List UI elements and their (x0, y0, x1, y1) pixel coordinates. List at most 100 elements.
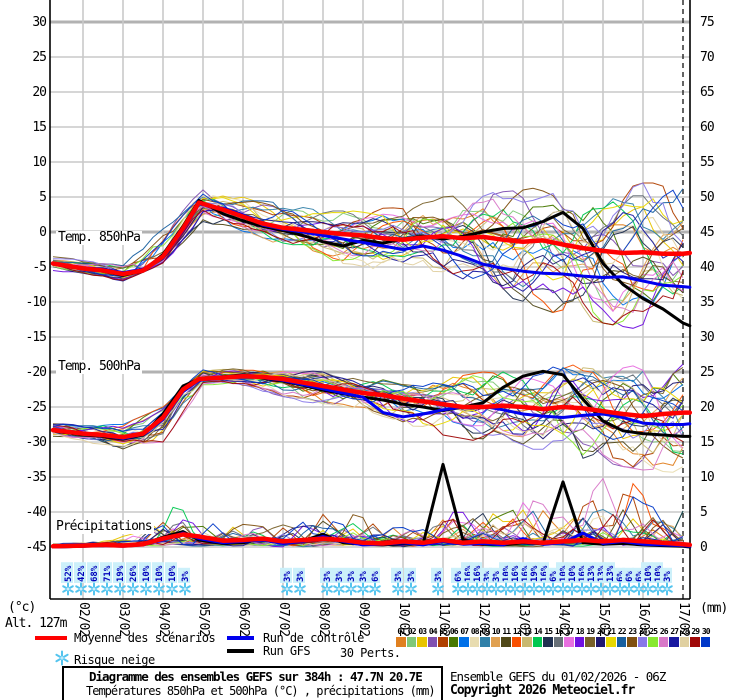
pert-number: 07 (460, 627, 469, 636)
snow-pct-highlight (280, 567, 292, 583)
snow-pct-label: 3% (283, 571, 293, 582)
pert-number: 09 (481, 627, 490, 636)
panel-label-850: Temp. 850hPa (56, 230, 142, 245)
date-label: 11/02 (436, 602, 451, 636)
snow-pct-highlight (546, 567, 558, 583)
snow-pct-label: 10% (654, 565, 664, 582)
pert-number: 10 (491, 627, 501, 636)
snow-pct-label: 6% (454, 571, 464, 582)
perturbation-numbers: 01 02 03 04 05 06 07 08 09 10 11 12 13 14 15 16 17 18 19 20… (396, 627, 711, 636)
snow-pct-label: 16% (578, 565, 588, 582)
pert-number: 14 (533, 627, 543, 636)
snowflake-icon (642, 582, 654, 596)
pert-color-swatch (406, 637, 416, 647)
pert-color-swatch (574, 637, 584, 647)
pert-color-swatch (648, 637, 658, 647)
snowflake-icon (509, 582, 521, 596)
pert-number: 11 (502, 627, 511, 636)
snow-pct-label: 3% (335, 571, 345, 582)
pert-color-swatch (522, 637, 532, 647)
snow-pct-label: 3% (434, 571, 444, 582)
ensemble-mean-line (50, 373, 693, 440)
date-label: 06/02 (236, 602, 251, 636)
pert-color-swatch (469, 637, 479, 647)
snowflake-icon (55, 650, 69, 666)
perts-count-label: 30 Perts. (340, 646, 401, 660)
snowflake-icon (153, 582, 165, 596)
pert-number: 20 (596, 627, 606, 636)
snow-pct-label: 3% (323, 571, 333, 582)
tick-label-right: 75 (700, 15, 714, 30)
title-box: Diagramme des ensembles GEFS sur 384h : … (62, 666, 443, 700)
pert-color-swatch (658, 637, 668, 647)
snowflake-icon (392, 582, 404, 596)
pert-color-swatch (606, 637, 616, 647)
date-label: 12/02 (476, 602, 491, 636)
snowflake-icon (405, 582, 417, 596)
pert-number: 28 (680, 627, 690, 636)
pert-color-swatch (532, 637, 542, 647)
snowflake-icon (623, 582, 635, 596)
snowflake-icon (333, 582, 345, 596)
snow-pct-highlight (332, 567, 344, 583)
snow-pct-label: 13% (606, 565, 616, 582)
snowflake-icon (452, 582, 464, 596)
snowflake-icon (614, 582, 626, 596)
tick-label-right: 20 (700, 400, 714, 415)
snowflake-icon (528, 582, 540, 596)
tick-label-left: -25 (26, 400, 47, 415)
altitude-label: Alt. 127m (5, 616, 67, 631)
snowflake-icon (345, 582, 357, 596)
member-line (52, 204, 684, 306)
control-line-swatch (227, 636, 254, 640)
panel-label-500: Temp. 500hPa (56, 359, 142, 374)
date-label: 13/02 (516, 602, 531, 636)
panel-label-precip: Précipitations (54, 519, 154, 534)
snowflake-icon (166, 582, 178, 596)
snow-pct-highlight (178, 567, 190, 583)
tick-label-right: 10 (700, 470, 714, 485)
snowflake-icon (490, 582, 502, 596)
pert-number: 15 (544, 627, 553, 636)
pert-number: 02 (407, 627, 417, 636)
snow-pct-highlight (152, 562, 164, 583)
unit-right-label: (mm) (700, 601, 728, 616)
snow-pct-label: 13% (597, 565, 607, 582)
snowflake-icon (500, 582, 512, 596)
snow-pct-label: 13% (587, 565, 597, 582)
snowflake-icon (547, 582, 559, 596)
pert-number: 17 (565, 627, 574, 636)
snowflake-icon (127, 582, 139, 596)
pert-color-swatch (438, 637, 448, 647)
pert-number: 16 (554, 627, 564, 636)
snow-pct-label: 16% (473, 565, 483, 582)
pert-color-swatch (501, 637, 511, 647)
tick-label-right: 25 (700, 365, 714, 380)
tick-label-left: 15 (32, 120, 46, 135)
snow-pct-label: 3% (181, 571, 191, 582)
date-label: 15/02 (596, 602, 611, 636)
pert-color-swatch (459, 637, 469, 647)
tick-label-right: 60 (700, 120, 714, 135)
snowflake-icon (481, 582, 493, 596)
snow-pct-label: 68% (90, 565, 100, 582)
tick-label-left: 30 (32, 15, 46, 30)
tick-label-left: -40 (26, 505, 47, 520)
tick-label-right: 70 (700, 50, 714, 65)
snow-pct-highlight (293, 567, 305, 583)
pert-color-swatch (511, 637, 521, 647)
snow-pct-highlight (565, 562, 577, 583)
tick-label-left: 20 (32, 85, 46, 100)
snowflake-icon (557, 582, 569, 596)
member-line (52, 506, 684, 547)
tick-label-right: 0 (700, 540, 707, 555)
snow-pct-highlight (584, 562, 596, 583)
pert-number: 25 (649, 627, 658, 636)
snowflake-icon (462, 582, 474, 596)
snow-pct-label: 71% (103, 565, 113, 582)
snow-pct-label: 3% (394, 571, 404, 582)
snow-pct-label: 10% (142, 565, 152, 582)
legend-control-label: Run de contrôle (263, 631, 364, 645)
snowflake-icon (357, 582, 369, 596)
snow-pct-highlight (431, 567, 443, 583)
